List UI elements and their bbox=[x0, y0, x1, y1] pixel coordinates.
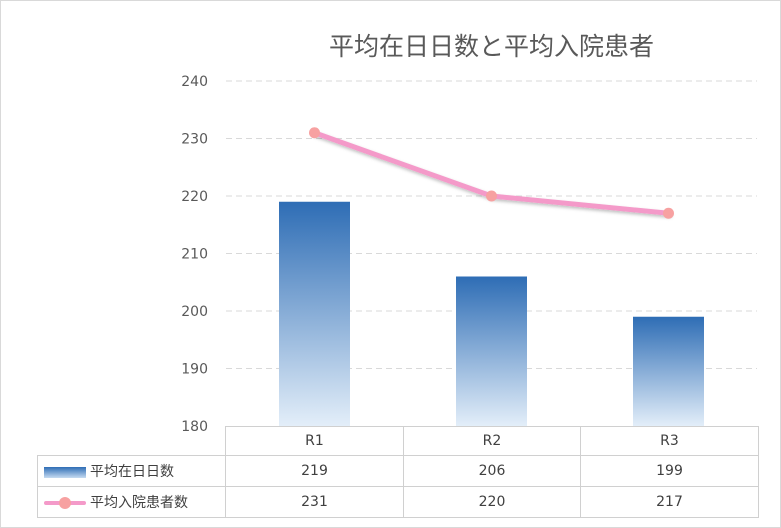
category-label: R1 bbox=[225, 426, 404, 456]
legend-entry-line: 平均入院患者数 bbox=[37, 486, 226, 518]
y-tick-label: 240 bbox=[181, 74, 208, 90]
data-table: R1 R2 R3 平均在日日数 219 206 199 平均入院患者数 231 … bbox=[37, 426, 759, 518]
series-name: 平均在日日数 bbox=[90, 464, 174, 480]
data-table-row-bar: 平均在日日数 219 206 199 bbox=[37, 455, 759, 487]
series-name: 平均入院患者数 bbox=[90, 495, 188, 511]
y-tick-label: 180 bbox=[181, 419, 208, 435]
bar-series-key-icon bbox=[44, 466, 86, 478]
y-tick-label: 220 bbox=[181, 189, 208, 205]
y-tick-label: 230 bbox=[181, 132, 208, 148]
data-table-corner bbox=[38, 427, 226, 456]
y-tick-label: 210 bbox=[181, 247, 208, 263]
line-point bbox=[486, 190, 497, 202]
data-label: 219 bbox=[225, 455, 404, 487]
category-label: R2 bbox=[403, 426, 581, 456]
line-point bbox=[309, 127, 320, 139]
y-tick-label: 200 bbox=[181, 304, 208, 320]
data-table-header-row: R1 R2 R3 bbox=[38, 426, 759, 456]
data-label: 199 bbox=[580, 455, 759, 487]
category-label: R3 bbox=[580, 426, 759, 456]
data-label: 217 bbox=[580, 486, 759, 518]
data-table-row-line: 平均入院患者数 231 220 217 bbox=[37, 486, 759, 518]
line-point bbox=[663, 207, 674, 219]
legend-entry-bar: 平均在日日数 bbox=[37, 455, 226, 487]
bar bbox=[456, 276, 527, 426]
y-tick-label: 190 bbox=[181, 362, 208, 378]
bar bbox=[279, 201, 350, 426]
data-label: 231 bbox=[225, 486, 404, 518]
data-label: 206 bbox=[403, 455, 581, 487]
line-series-key-icon bbox=[44, 496, 86, 510]
data-label: 220 bbox=[403, 486, 581, 518]
chart-title: 平均在日日数と平均入院患者 bbox=[328, 32, 654, 61]
bar bbox=[633, 316, 704, 426]
